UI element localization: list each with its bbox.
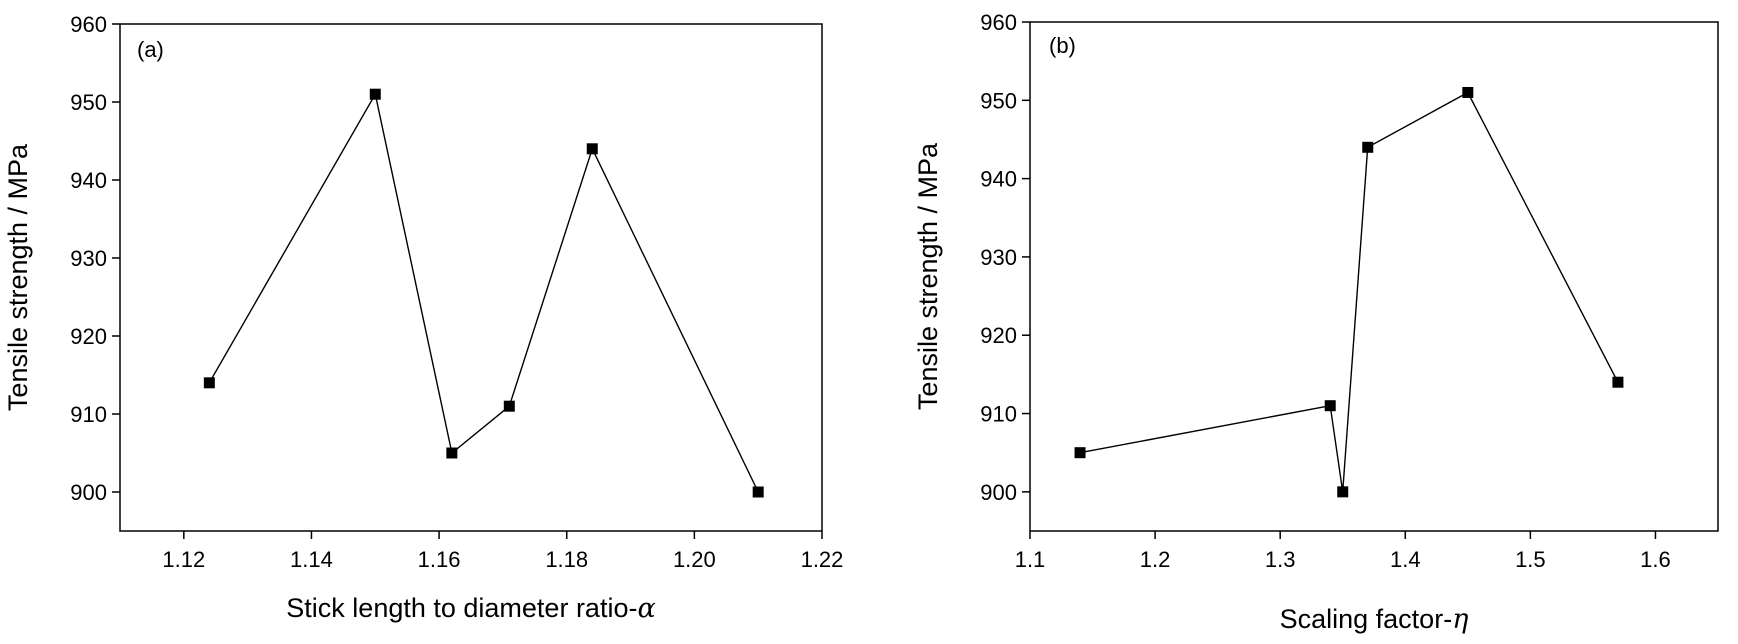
y-tick-label: 920: [70, 324, 107, 349]
series-line: [208, 92, 759, 493]
data-point: [752, 486, 764, 498]
x-tick-label: 1.12: [162, 547, 205, 572]
plot-frame: [1029, 21, 1719, 532]
y-tick-label: 910: [980, 402, 1017, 427]
y-tick-label: 930: [980, 245, 1017, 270]
x-tick-label: 1.16: [418, 547, 461, 572]
y-tick-label: 950: [70, 90, 107, 115]
series-line: [1079, 91, 1619, 492]
x-axis-label-text: Stick length to diameter ratio-: [286, 593, 637, 623]
x-tick-label: 1.3: [1265, 547, 1296, 572]
plot-frame: [119, 23, 823, 532]
data-point: [503, 400, 515, 412]
y-tick-label: 930: [70, 246, 107, 271]
x-tick-label: 1.1: [1015, 547, 1046, 572]
x-tick-label: 1.2: [1140, 547, 1171, 572]
data-point: [1324, 400, 1336, 412]
y-tick-label: 900: [980, 480, 1017, 505]
y-tick-label: 920: [980, 323, 1017, 348]
x-axis-label: Scaling factor-η: [1280, 604, 1469, 635]
x-tick-label: 1.4: [1390, 547, 1421, 572]
data-point: [1362, 141, 1374, 153]
panel-b: 900 910 920 930 940 950 960 1.1 1.2 1.3 1.4 1.5 1.6 (…: [913, 10, 1719, 635]
x-tick-label: 1.6: [1640, 547, 1671, 572]
y-tick-label: 950: [980, 88, 1017, 113]
data-point: [446, 447, 458, 459]
data-point: [1337, 486, 1349, 498]
data-point: [203, 377, 215, 389]
y-tick-label: 900: [70, 480, 107, 505]
y-axis-label: Tensile strength / MPa: [913, 142, 943, 410]
y-tick-label: 910: [70, 402, 107, 427]
x-tick-label: 1.5: [1515, 547, 1546, 572]
x-tick-label: 1.22: [801, 547, 844, 572]
x-axis-label: Stick length to diameter ratio-α: [286, 593, 655, 624]
y-tick-label: 960: [980, 10, 1017, 35]
y-axis-label: Tensile strength / MPa: [3, 143, 33, 411]
x-tick-label: 1.14: [290, 547, 333, 572]
y-tick-label: 960: [70, 12, 107, 37]
panel-label: (b): [1049, 33, 1076, 58]
x-axis-label-symbol: η: [1452, 604, 1468, 635]
panel-label: (a): [137, 37, 164, 62]
data-point: [1074, 447, 1086, 459]
data-point: [369, 88, 381, 100]
data-point: [1612, 376, 1624, 388]
x-axis-label-symbol: α: [637, 593, 655, 624]
y-tick-label: 940: [980, 167, 1017, 192]
data-point: [586, 143, 598, 155]
x-tick-label: 1.18: [545, 547, 588, 572]
panel-a: 900 910 920 930 940 950 960 1.12 1.14 1.16 1.18 1.2…: [3, 12, 843, 624]
y-tick-label: 940: [70, 168, 107, 193]
data-point: [1462, 86, 1474, 98]
x-axis-label-text: Scaling factor-: [1280, 604, 1453, 634]
x-tick-label: 1.20: [673, 547, 716, 572]
